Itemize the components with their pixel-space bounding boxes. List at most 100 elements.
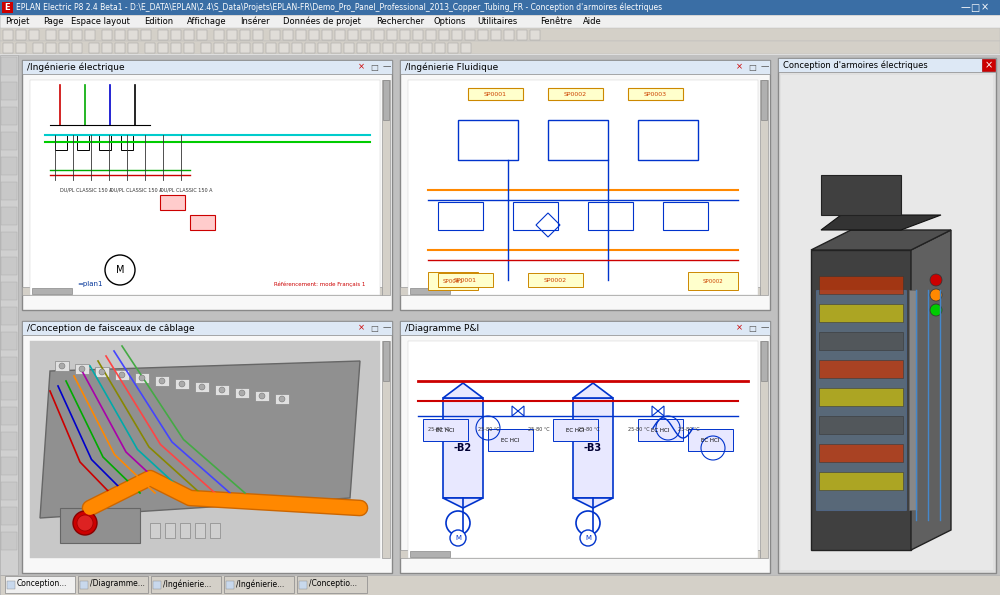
Bar bbox=[22, 60, 392, 310]
Bar bbox=[18, 55, 1000, 575]
Bar bbox=[195, 523, 205, 538]
Bar bbox=[370, 42, 380, 52]
Bar bbox=[663, 202, 708, 230]
Bar bbox=[1, 257, 17, 275]
Bar bbox=[235, 388, 249, 398]
Text: M: M bbox=[585, 535, 591, 541]
Bar bbox=[517, 30, 527, 39]
Bar bbox=[1, 207, 17, 225]
Bar bbox=[409, 42, 419, 52]
Bar bbox=[153, 581, 161, 589]
Bar bbox=[573, 398, 613, 498]
Bar bbox=[115, 30, 125, 39]
Bar bbox=[1, 157, 17, 175]
Bar bbox=[548, 88, 603, 100]
Bar bbox=[1, 182, 17, 200]
Bar bbox=[408, 341, 758, 558]
Polygon shape bbox=[811, 230, 951, 250]
Text: /Diagramme...: /Diagramme... bbox=[90, 580, 145, 588]
Text: 25-80 °C: 25-80 °C bbox=[628, 427, 650, 432]
Bar bbox=[0, 41, 1000, 54]
Bar bbox=[275, 394, 289, 404]
Text: □: □ bbox=[370, 62, 378, 71]
Bar bbox=[0, 15, 1000, 28]
Bar bbox=[99, 134, 111, 150]
Bar bbox=[821, 175, 901, 215]
Bar bbox=[383, 341, 389, 381]
Bar bbox=[197, 30, 207, 39]
Bar bbox=[175, 379, 189, 389]
Bar bbox=[488, 429, 533, 451]
Bar bbox=[240, 42, 250, 52]
Bar bbox=[1, 482, 17, 500]
Polygon shape bbox=[40, 361, 360, 518]
Bar bbox=[438, 202, 483, 230]
Bar bbox=[7, 581, 15, 589]
Circle shape bbox=[259, 393, 265, 399]
Circle shape bbox=[930, 304, 942, 316]
Text: M: M bbox=[116, 265, 124, 275]
Text: Aide: Aide bbox=[583, 17, 602, 26]
Bar bbox=[16, 30, 26, 39]
Bar bbox=[158, 42, 168, 52]
Text: /Ingénierie électrique: /Ingénierie électrique bbox=[27, 62, 125, 72]
Bar bbox=[400, 321, 770, 335]
Text: Page: Page bbox=[43, 17, 64, 26]
Text: EC HCI: EC HCI bbox=[501, 437, 519, 443]
Bar bbox=[465, 30, 475, 39]
Bar bbox=[55, 361, 69, 371]
Bar bbox=[296, 30, 306, 39]
Bar bbox=[530, 30, 540, 39]
Text: /Ingénierie Fluidique: /Ingénierie Fluidique bbox=[405, 62, 498, 72]
Bar bbox=[458, 120, 518, 160]
Bar bbox=[348, 30, 358, 39]
Bar bbox=[55, 134, 67, 150]
Bar bbox=[102, 42, 112, 52]
Bar bbox=[305, 42, 315, 52]
Bar bbox=[32, 288, 72, 294]
Bar bbox=[227, 30, 237, 39]
Bar bbox=[548, 120, 608, 160]
Bar bbox=[638, 419, 683, 441]
Text: ×: × bbox=[358, 62, 364, 71]
Bar bbox=[361, 30, 371, 39]
Bar bbox=[588, 202, 633, 230]
Polygon shape bbox=[443, 383, 483, 398]
Bar bbox=[1, 332, 17, 350]
Bar bbox=[318, 42, 328, 52]
Bar bbox=[121, 134, 133, 150]
Bar bbox=[158, 30, 168, 39]
Text: —: — bbox=[960, 2, 970, 12]
Bar bbox=[383, 42, 393, 52]
Bar bbox=[1, 532, 17, 550]
Bar bbox=[778, 58, 996, 72]
Bar bbox=[410, 551, 450, 557]
Bar bbox=[448, 42, 458, 52]
Bar bbox=[46, 42, 56, 52]
Bar bbox=[1, 282, 17, 300]
Text: □: □ bbox=[748, 62, 756, 71]
Text: —: — bbox=[383, 62, 391, 71]
Bar bbox=[297, 576, 367, 593]
Text: -B3: -B3 bbox=[584, 443, 602, 453]
Bar bbox=[688, 429, 733, 451]
Bar bbox=[270, 30, 280, 39]
Text: EC HCI: EC HCI bbox=[651, 427, 669, 433]
Bar bbox=[30, 341, 380, 558]
Text: 25-80 °C: 25-80 °C bbox=[478, 427, 500, 432]
Bar bbox=[383, 80, 389, 120]
Bar bbox=[435, 42, 445, 52]
Bar bbox=[819, 472, 903, 490]
Polygon shape bbox=[652, 406, 664, 416]
Bar bbox=[982, 59, 995, 71]
Text: 25-80 °C: 25-80 °C bbox=[528, 427, 550, 432]
Bar bbox=[151, 576, 221, 593]
Text: —: — bbox=[761, 62, 769, 71]
Circle shape bbox=[59, 363, 65, 369]
Bar bbox=[184, 42, 194, 52]
Bar bbox=[180, 523, 190, 538]
Text: Conception...: Conception... bbox=[17, 580, 67, 588]
Bar bbox=[816, 290, 906, 510]
Bar bbox=[628, 88, 683, 100]
Text: SP0001: SP0001 bbox=[443, 278, 463, 283]
